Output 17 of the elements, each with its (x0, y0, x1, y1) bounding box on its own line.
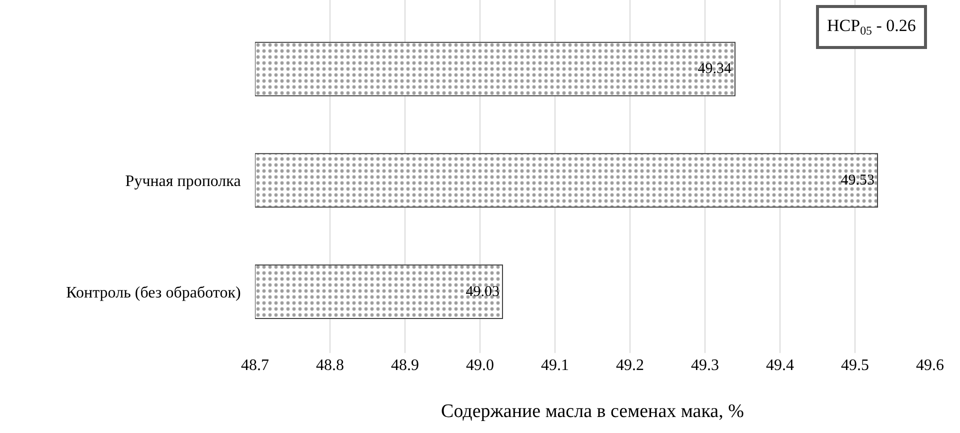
x-tick-label: 49.2 (616, 357, 644, 374)
x-axis-title: Содержание масла в семенах мака, % (441, 400, 744, 422)
data-label: 49.53 (840, 172, 874, 188)
y-tick-label: Контроль (без обработок) (66, 284, 241, 302)
x-tick-label: 49.6 (916, 357, 944, 374)
data-label: 49.34 (698, 61, 732, 78)
x-tick-label: 49.0 (466, 357, 494, 374)
y-tick-label: Ручная прополка (125, 173, 241, 190)
x-tick-label: 49.5 (841, 357, 869, 374)
annotation: НСР$_{05}$ - 0.26 (827, 16, 916, 38)
x-tick-label: 49.1 (541, 357, 569, 374)
x-tick-label: 49.4 (766, 357, 794, 374)
x-tick-label: 49.3 (691, 357, 719, 374)
x-tick-label: 48.9 (391, 357, 419, 374)
x-tick-label: 48.8 (316, 357, 344, 374)
x-tick-label: 48.7 (241, 357, 269, 374)
data-label: 49.03 (466, 284, 500, 300)
